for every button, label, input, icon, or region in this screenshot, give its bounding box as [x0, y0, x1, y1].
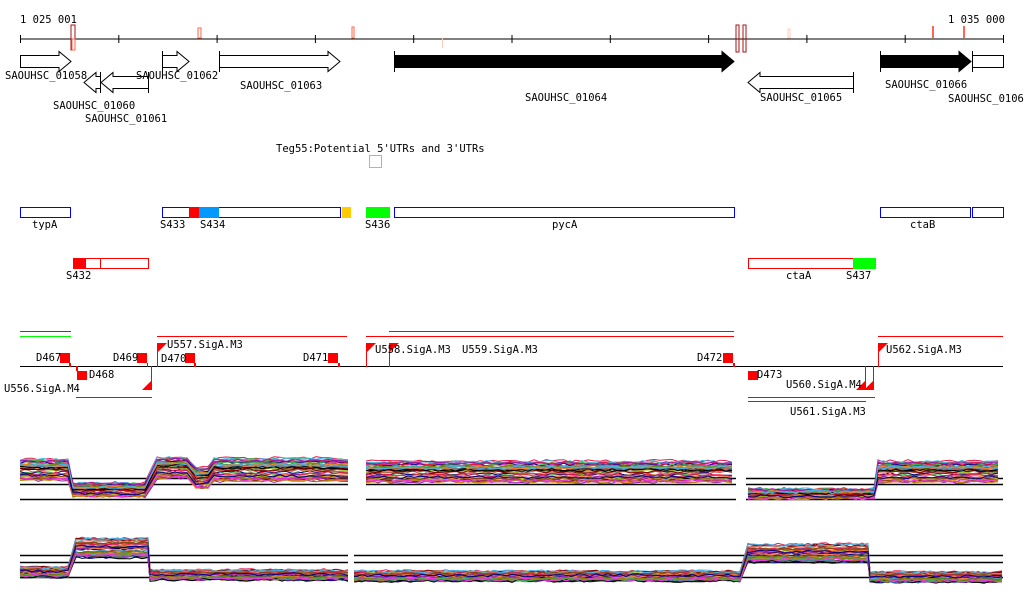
feature-label: ctaA — [786, 270, 812, 282]
svg-text:SAOUHSC_01066: SAOUHSC_01066 — [885, 79, 967, 91]
ruler-end-label: 1 035 000 — [948, 14, 1005, 26]
feature-label: S436 — [365, 219, 390, 231]
utr-feature[interactable] — [369, 155, 382, 168]
ruler-marker[interactable] — [735, 24, 740, 53]
tss-label: U556.SigA.M4 — [4, 383, 80, 395]
expression-track-1 — [19, 448, 1003, 519]
tss-U558[interactable] — [366, 343, 376, 352]
expression-profile — [19, 471, 999, 499]
gene-SAOUHSC_01060[interactable]: SAOUHSC_01060 — [53, 71, 135, 112]
feature-label: S437 — [846, 270, 871, 282]
ruler-marker[interactable] — [932, 26, 934, 38]
ruler-marker[interactable] — [963, 26, 965, 38]
feature-label: S433 — [160, 219, 185, 231]
tss-label: D467 — [36, 352, 61, 364]
tss-label: U562.SigA.M3 — [886, 344, 962, 356]
expression-profile — [19, 546, 1003, 579]
expression-profile — [19, 544, 1003, 579]
feature-S436[interactable] — [366, 207, 390, 218]
ruler-marker[interactable] — [442, 38, 443, 48]
tss-label: D472 — [697, 352, 722, 364]
tss-label: U557.SigA.M3 — [167, 339, 243, 351]
expression-profile — [19, 553, 1003, 583]
svg-text:SAOUHSC_01063: SAOUHSC_01063 — [240, 80, 322, 92]
expression-profile — [19, 462, 999, 494]
feature-label: typA — [32, 219, 58, 231]
feature-typA[interactable] — [20, 207, 71, 218]
svg-text:SAOUHSC_01064: SAOUHSC_01064 — [525, 92, 607, 104]
expression-profile — [19, 555, 1003, 584]
tss-U557[interactable] — [157, 343, 167, 352]
tss-U561[interactable] — [864, 380, 874, 390]
tss-label: D470 — [161, 353, 186, 365]
gene-SAOUHSC_01064[interactable]: SAOUHSC_01064 — [394, 50, 735, 104]
expression-profile — [19, 541, 1003, 577]
tss-D471[interactable] — [328, 353, 338, 363]
gene-SAOUHSC_01063[interactable]: SAOUHSC_01063 — [219, 50, 341, 92]
feature-ctaB-2[interactable] — [972, 207, 1004, 218]
feature-ctaB[interactable] — [880, 207, 971, 218]
tss-label: D468 — [89, 369, 114, 381]
tss-U560[interactable] — [856, 380, 866, 390]
gene-SAOUHSC_01066[interactable]: SAOUHSC_01066 — [880, 50, 972, 91]
svg-text:SAOUHSC_01065: SAOUHSC_01065 — [760, 92, 842, 104]
feature-label: pycA — [552, 219, 578, 231]
utr-track: Teg55:Potential 5'UTRs and 3'UTRs — [276, 143, 485, 168]
svg-text:SAOUHSC_01060: SAOUHSC_01060 — [53, 100, 135, 112]
svg-text:SAOUHSC_01061: SAOUHSC_01061 — [85, 113, 167, 125]
feature-ctaA[interactable] — [748, 258, 854, 269]
tss-D468[interactable] — [77, 371, 87, 380]
ruler-start-label: 1 025 001 — [20, 14, 77, 26]
ruler-marker[interactable] — [787, 28, 791, 39]
utr-track-title: Teg55:Potential 5'UTRs and 3'UTRs — [276, 143, 485, 155]
feature-pycA[interactable] — [394, 207, 735, 218]
tss-label: U561.SigA.M3 — [790, 406, 866, 418]
feature-label: S432 — [66, 270, 91, 282]
gene-track: SAOUHSC_01058 SAOUHSC_01060 SAOUHSC_0106… — [5, 50, 1024, 125]
feature-label: ctaB — [910, 219, 935, 231]
tss-D473[interactable] — [748, 371, 758, 380]
ruler-marker[interactable] — [351, 26, 355, 39]
tss-label: D469 — [113, 352, 138, 364]
tss-D469[interactable] — [137, 353, 147, 363]
gene-SAOUHSC_01067[interactable]: SAOUHSC_01067 — [948, 51, 1024, 105]
svg-text:SAOUHSC_01067: SAOUHSC_01067 — [948, 93, 1024, 105]
tss-U559[interactable] — [389, 343, 399, 352]
feature-S433[interactable] — [189, 207, 199, 218]
feature-S437[interactable] — [853, 258, 876, 269]
expression-track-2 — [19, 525, 1010, 596]
ruler-marker[interactable] — [742, 24, 747, 53]
feature-S434[interactable] — [199, 207, 219, 218]
tss-label: D471 — [303, 352, 328, 364]
coordinate-ruler: 1 025 001 1 035 000 — [20, 14, 1005, 53]
feature-track: typA S433 S434 S436 pycA ctaB S432 ctaA … — [20, 207, 1004, 282]
tss-U556[interactable] — [142, 380, 152, 390]
tss-D467[interactable] — [60, 353, 70, 363]
gene-SAOUHSC_01058[interactable]: SAOUHSC_01058 — [5, 50, 87, 83]
gene-SAOUHSC_01061[interactable]: SAOUHSC_01061 — [85, 71, 167, 125]
feature-S432[interactable] — [73, 258, 85, 269]
feature-label: S434 — [200, 219, 225, 231]
tss-label: U559.SigA.M3 — [462, 344, 538, 356]
tss-label: D473 — [757, 369, 782, 381]
expression-profile — [19, 537, 1003, 575]
feature-operon[interactable] — [162, 207, 341, 218]
feature-yellow[interactable] — [342, 207, 351, 218]
tss-track: D467 D468 D469 D470 D471 D472 D473 U556.… — [4, 331, 1003, 418]
svg-text:SAOUHSC_01062: SAOUHSC_01062 — [136, 70, 218, 82]
gene-SAOUHSC_01065[interactable]: SAOUHSC_01065 — [747, 71, 854, 104]
tss-D472[interactable] — [723, 353, 733, 363]
svg-text:SAOUHSC_01058: SAOUHSC_01058 — [5, 70, 87, 82]
tss-label: U560.SigA.M4 — [786, 379, 862, 391]
tss-U562[interactable] — [878, 343, 888, 352]
tss-D470[interactable] — [185, 353, 195, 363]
ruler-marker[interactable] — [197, 27, 202, 39]
tss-label: U558.SigA.M3 — [375, 344, 451, 356]
gene-SAOUHSC_01062[interactable]: SAOUHSC_01062 — [136, 50, 218, 82]
